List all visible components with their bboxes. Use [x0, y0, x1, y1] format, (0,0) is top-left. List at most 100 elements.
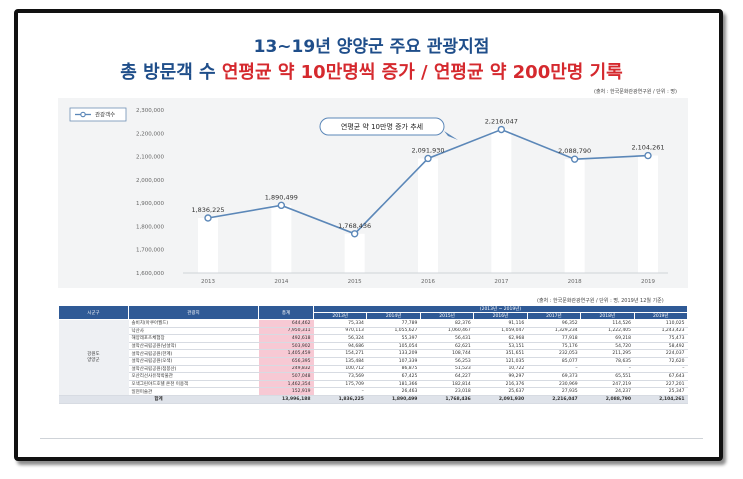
year-value-cell: 25,637 — [473, 387, 528, 396]
bar — [638, 155, 658, 273]
spot-cell: 오색그린야드호텔 온천 이용객 — [128, 380, 259, 389]
spot-cell: 설악산국립공원(오색) — [128, 357, 259, 366]
table-row: 강원도 양양군 솔비치(아쿠아월드) 644,462 75,334 77,789 82,37… — [58, 319, 688, 396]
sum-row: 합계 13,996,188 1,836,225 1,890,499 1,768,436 2… — [58, 395, 688, 404]
data-point — [570, 155, 579, 163]
year-value-cell: 182,814 — [420, 380, 474, 389]
year-value-cell: 82,376 — [420, 319, 474, 328]
year-value-cell: 58,492 — [634, 342, 688, 351]
year-value-cell: 110,025 — [634, 319, 688, 328]
total-cell: 152,919 — [258, 387, 314, 396]
data-label: 2,091,930 — [411, 146, 444, 154]
x-tick-label: 2019 — [641, 279, 655, 285]
year-value-cell: – — [313, 387, 367, 396]
header-region: 시군구 — [58, 305, 129, 320]
header-year: 2018년 — [580, 312, 635, 320]
legend-box — [69, 107, 127, 122]
year-value-cell: 121,035 — [473, 357, 528, 366]
year-value-cell: 224,037 — [634, 349, 688, 358]
source-note-chart: (출처 : 한국문화관광연구원 / 단위 : 명) — [594, 89, 677, 95]
year-value-cell: 69,218 — [580, 334, 635, 343]
x-tick-label: 2015 — [348, 279, 362, 285]
data-point — [277, 201, 286, 210]
region-line: 양양군 — [87, 358, 100, 364]
table-row: 낙산사 7,950,311 970,113 1,055,627 1,060,467 1,0… — [59, 327, 688, 336]
total-cell: 492,618 — [258, 334, 314, 343]
year-value-cell: 75,176 — [527, 342, 581, 351]
sum-total: 13,996,188 — [258, 395, 314, 404]
year-value-cell: 1,059,047 — [473, 327, 528, 336]
y-tick-label: 2,100,000 — [136, 155, 164, 161]
data-point — [497, 125, 506, 134]
year-value-cell: 230,969 — [527, 380, 581, 389]
sum-year-cell: 1,836,225 — [313, 395, 367, 404]
spot-cell: 낙산사 — [128, 327, 259, 336]
spot-cell: 오산리선사유적박물관 — [128, 372, 259, 381]
year-value-cell: 91,116 — [473, 319, 528, 328]
sum-year-cell: 2,088,790 — [580, 395, 635, 404]
region-cell: 강원도 양양군 — [58, 319, 129, 396]
sum-year-cell: 2,091,930 — [473, 395, 528, 404]
year-value-cell: 1,329,234 — [527, 327, 581, 336]
year-value-cell: 67,643 — [634, 372, 688, 381]
year-value-cell: 86,875 — [366, 365, 421, 374]
table-row: 오색그린야드호텔 온천 이용객 1,462,354 175,709 181,366 18… — [59, 380, 688, 389]
table-row: 해양레포츠체험장 492,618 56,324 55,397 56,431 62,968 7… — [59, 334, 688, 343]
year-value-cell: 25,347 — [634, 387, 688, 396]
year-value-cell: 175,709 — [313, 380, 367, 389]
data-label: 2,216,047 — [485, 118, 518, 126]
y-tick-label: 1,800,000 — [136, 224, 164, 230]
year-value-cell: 227,201 — [634, 380, 688, 389]
year-value-cell: 970,113 — [313, 327, 367, 336]
year-value-cell: 154,271 — [313, 349, 367, 358]
table-row: 오산리선사유적박물관 507,048 73,569 67,425 64,227 99,29… — [59, 372, 688, 381]
page-title: 13~19년 양양군 주요 관광지점 — [253, 37, 490, 57]
header-total: 총계 — [258, 305, 314, 320]
data-point — [350, 230, 359, 238]
header-year: 2017년 — [526, 312, 582, 320]
bar — [344, 233, 365, 273]
year-value-cell: 135,484 — [313, 357, 367, 366]
total-cell: 644,462 — [258, 319, 314, 328]
line-chart: 1,600,000 1,700,000 1,800,000 1,900,000 2,00… — [69, 107, 668, 285]
year-value-cell: 105,054 — [366, 342, 421, 351]
year-value-cell: 85,077 — [527, 357, 581, 366]
total-cell: 656,395 — [258, 357, 314, 366]
data-label: 1,836,225 — [191, 206, 224, 214]
header-spot: 관광지 — [128, 305, 259, 320]
y-tick-label: 1,900,000 — [136, 201, 164, 207]
sum-year-cell: 2,104,261 — [634, 395, 688, 404]
y-tick-label: 2,200,000 — [136, 131, 164, 137]
year-value-cell: 23,018 — [420, 387, 474, 396]
year-value-cell: 94,686 — [313, 342, 367, 351]
year-value-cell: 77,789 — [366, 319, 421, 328]
year-value-cell: 51,523 — [420, 365, 474, 374]
table-row: 일현미술관 152,919–26,463 23,018 25,637 27,935 24,… — [59, 387, 688, 396]
spot-cell: 일현미술관 — [128, 387, 259, 396]
bar — [564, 159, 585, 273]
sum-year-cell: 1,890,499 — [366, 395, 421, 404]
annotation-arrow — [444, 131, 458, 140]
total-cell: 7,950,311 — [258, 327, 314, 336]
bar — [271, 205, 292, 273]
year-value-cell: 107,339 — [366, 357, 421, 366]
subtitle-part-2: 연평균 약 10만명씩 증가 / 연평균 약 200만명 기록 — [221, 62, 623, 83]
data-point — [424, 154, 432, 163]
year-value-cell: 27,935 — [527, 387, 581, 396]
year-value-cell: 100,712 — [313, 365, 367, 374]
year-value-cell: 1,222,405 — [580, 327, 635, 336]
year-value-cell: 56,253 — [420, 357, 474, 366]
year-value-cell: 24,237 — [580, 387, 635, 396]
subtitle-part-1: 총 방문객 수 — [120, 62, 222, 83]
source-note-table: (출처 : 한국문화관광연구원 / 단위 : 명, 2019년 12월 기준) — [537, 298, 664, 304]
year-value-cell: – — [580, 365, 635, 374]
spot-cell: 설악산국립공원(점봉산) — [128, 365, 259, 374]
y-tick-label: 1,700,000 — [136, 248, 164, 254]
annotation-text: 연평균 약 10만명 증가 추세 — [341, 122, 423, 131]
header-period: (2013년 ~ 2019년) — [313, 305, 688, 313]
header-year: 2013년 — [312, 312, 368, 320]
year-value-cell: 54,720 — [580, 342, 635, 351]
year-value-cell: 216,376 — [473, 380, 528, 389]
header-year: 2016년 — [473, 312, 528, 320]
year-value-cell: 72,620 — [634, 357, 688, 366]
